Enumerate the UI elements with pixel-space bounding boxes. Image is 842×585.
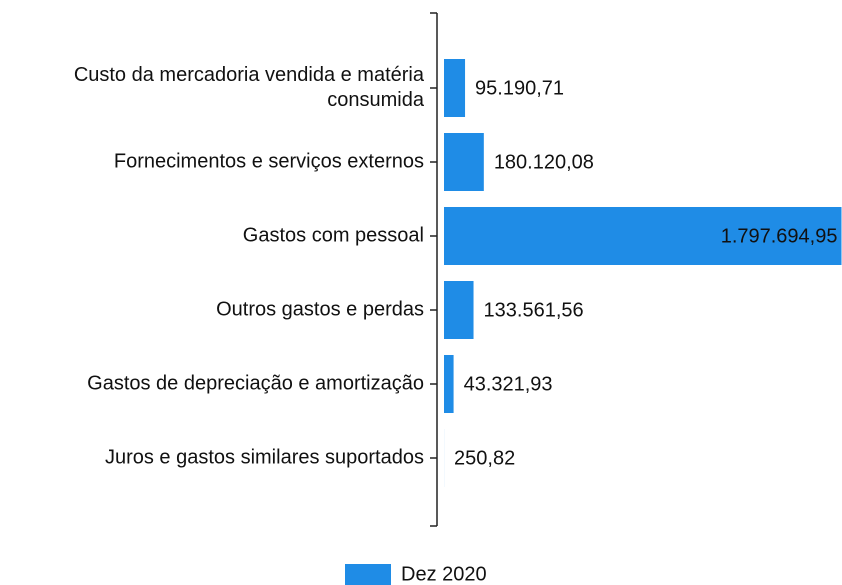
- value-label: 1.797.694,95: [721, 225, 838, 247]
- value-label: 180.120,08: [494, 151, 594, 173]
- bar: [444, 281, 474, 339]
- legend-label: Dez 2020: [401, 563, 487, 585]
- bar: [444, 355, 454, 413]
- bar: [444, 59, 466, 117]
- y-tick-label: Juros e gastos similares suportados: [104, 446, 424, 469]
- legend-swatch: [345, 564, 391, 585]
- y-tick-label: Custo da mercadoria vendida e matéria co…: [73, 64, 424, 111]
- y-tick-label: Fornecimentos e serviços externos: [113, 150, 424, 173]
- value-label: 43.321,93: [464, 373, 553, 395]
- bar: [444, 207, 842, 265]
- value-label: 250,82: [454, 447, 515, 469]
- bar: [444, 133, 484, 191]
- value-label: 133.561,56: [484, 299, 584, 321]
- y-tick-label: Outros gastos e perdas: [216, 298, 424, 321]
- value-label: 95.190,71: [475, 77, 564, 99]
- y-tick-label: Gastos com pessoal: [242, 224, 424, 247]
- y-tick-label: Gastos de depreciação e amortização: [87, 372, 424, 395]
